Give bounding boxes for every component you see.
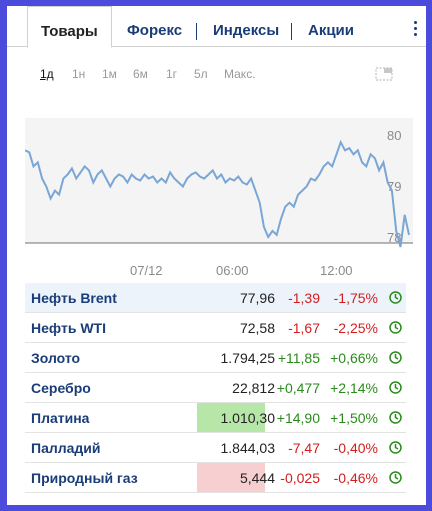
price-change: +11,85: [277, 350, 320, 366]
tab-stocks[interactable]: Акции: [308, 22, 355, 39]
tab-divider: [7, 46, 426, 47]
instrument-name-link[interactable]: Золото: [31, 350, 81, 366]
y-tick-label: 80: [387, 128, 401, 143]
commodities-widget: Товары Форекс Индексы Акции 1д 1н 1м 6м …: [7, 6, 426, 505]
period-1d[interactable]: 1д: [40, 67, 54, 81]
price-change: -7,47: [288, 440, 320, 456]
tab-separator: [291, 23, 292, 40]
clock-icon: [389, 291, 402, 304]
x-tick-label: 06:00: [216, 263, 249, 278]
price-change: +0,477: [276, 380, 320, 396]
clock-icon: [389, 321, 402, 334]
price-change: -1,67: [288, 320, 320, 336]
table-row[interactable]: Природный газ 5,444 -0,025 -0,46%: [25, 463, 406, 493]
last-price: 72,58: [239, 320, 275, 336]
price-flash-highlight: [197, 463, 265, 492]
last-price: 1.844,03: [220, 440, 276, 456]
last-price: 22,812: [232, 380, 275, 396]
percent-change: +0,66%: [330, 350, 378, 366]
tab-bar: Товары Форекс Индексы Акции: [7, 6, 426, 48]
table-row[interactable]: Золото 1.794,25 +11,85 +0,66%: [25, 343, 406, 373]
table-row[interactable]: Платина 1.010,30 +14,90 +1,50%: [25, 403, 406, 433]
clock-icon: [389, 351, 402, 364]
tab-commodities[interactable]: Товары: [27, 6, 112, 48]
percent-change: -2,25%: [333, 320, 378, 336]
price-change: -0,025: [280, 470, 320, 486]
clock-icon: [389, 411, 402, 424]
last-price: 1.010,30: [220, 410, 276, 426]
percent-change: -0,46%: [333, 470, 378, 486]
last-price: 1.794,25: [220, 350, 276, 366]
tab-indices[interactable]: Индексы: [213, 22, 280, 39]
tab-separator: [196, 23, 197, 40]
period-1y[interactable]: 1г: [166, 67, 178, 81]
percent-change: +2,14%: [330, 380, 378, 396]
last-price: 77,96: [239, 290, 275, 306]
percent-change: -0,40%: [333, 440, 378, 456]
last-price: 5,444: [239, 470, 275, 486]
instrument-name-link[interactable]: Природный газ: [31, 470, 138, 486]
chart-plot-area: [25, 118, 413, 243]
table-row[interactable]: Палладий 1.844,03 -7,47 -0,40%: [25, 433, 406, 463]
table-row[interactable]: Нефть WTI 72,58 -1,67 -2,25%: [25, 313, 406, 343]
price-series-line: [25, 139, 410, 248]
price-chart: 80 79 78: [25, 118, 413, 248]
percent-change: +1,50%: [330, 410, 378, 426]
period-1m[interactable]: 1м: [102, 67, 117, 81]
more-menu-icon[interactable]: [414, 21, 418, 37]
tab-forex[interactable]: Форекс: [127, 22, 183, 39]
period-6m[interactable]: 6м: [133, 67, 148, 81]
expand-chart-icon[interactable]: [375, 67, 393, 81]
clock-icon: [389, 381, 402, 394]
percent-change: -1,75%: [333, 290, 378, 306]
table-row[interactable]: Нефть Brent 77,96 -1,39 -1,75%: [25, 283, 406, 313]
price-flash-highlight: [197, 403, 265, 432]
clock-icon: [389, 441, 402, 454]
x-tick-label: 07/12: [130, 263, 163, 278]
clock-icon: [389, 471, 402, 484]
instrument-name-link[interactable]: Нефть WTI: [31, 320, 106, 336]
x-tick-label: 12:00: [320, 263, 353, 278]
period-max[interactable]: Макс.: [224, 67, 256, 81]
instrument-name-link[interactable]: Платина: [31, 410, 90, 426]
period-5y[interactable]: 5л: [194, 67, 208, 81]
price-change: -1,39: [288, 290, 320, 306]
period-1w[interactable]: 1н: [72, 67, 86, 81]
instrument-name-link[interactable]: Палладий: [31, 440, 101, 456]
price-change: +14,90: [276, 410, 320, 426]
table-row[interactable]: Серебро 22,812 +0,477 +2,14%: [25, 373, 406, 403]
instrument-name-link[interactable]: Нефть Brent: [31, 290, 117, 306]
instrument-name-link[interactable]: Серебро: [31, 380, 91, 396]
